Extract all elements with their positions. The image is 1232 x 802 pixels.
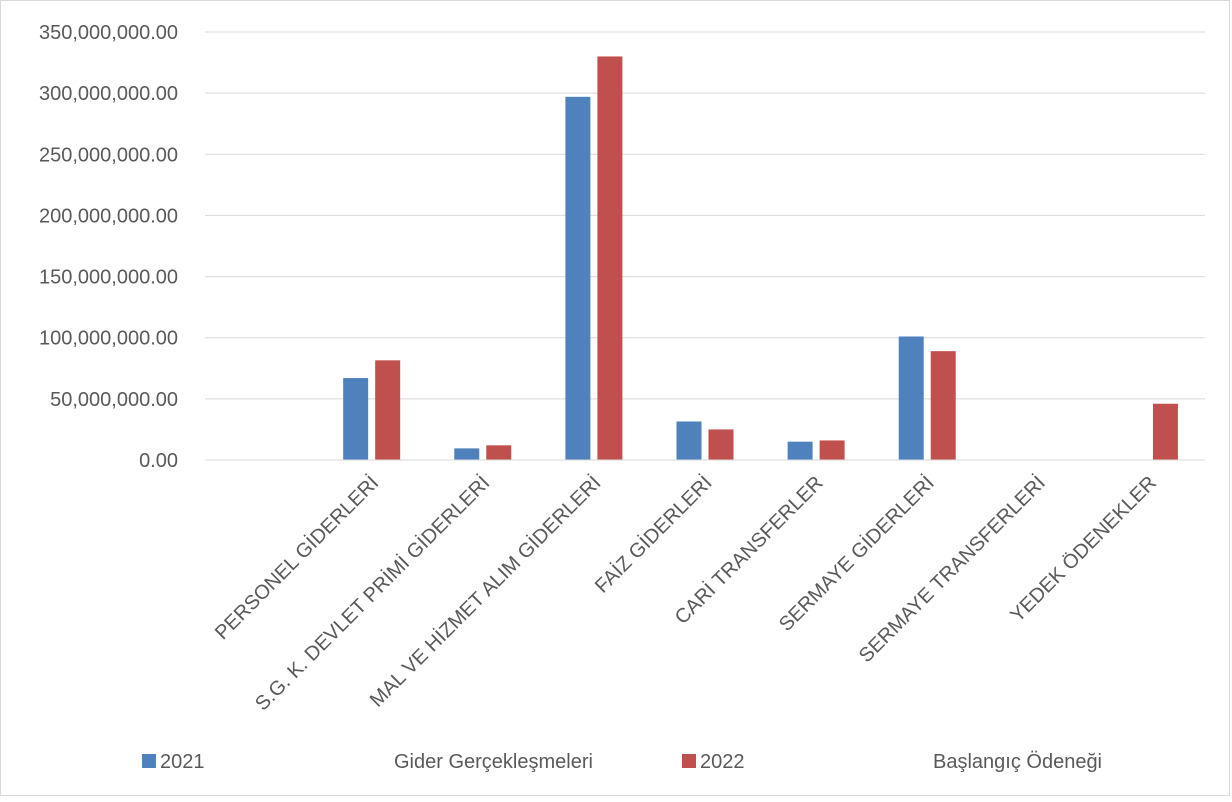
legend-swatch	[142, 754, 156, 768]
legend-label: Başlangıç Ödeneği	[933, 751, 1102, 773]
bar-2021	[676, 421, 702, 460]
bar-2022	[819, 440, 845, 460]
x-tick-label: S.G. K. DEVLET PRİMİ GİDERLERİ	[250, 471, 494, 715]
bar-2021	[898, 336, 924, 460]
y-axis-tick-labels: 0.00 50,000,000.00 100,000,000.00 150,000,0…	[39, 22, 178, 472]
legend-label: 2021	[160, 751, 205, 773]
legend-label: Gider Gerçekleşmeleri	[394, 751, 593, 773]
legend-label: 2022	[700, 751, 745, 773]
y-tick-label: 300,000,000.00	[39, 83, 178, 105]
y-tick-label: 350,000,000.00	[39, 22, 178, 44]
bar-2022	[708, 429, 734, 460]
y-tick-label: 250,000,000.00	[39, 144, 178, 166]
gridlines	[205, 31, 1205, 400]
y-tick-label: 0.00	[139, 450, 178, 472]
bar-2021	[454, 448, 480, 460]
x-tick-label: SERMAYE TRANSFERLERİ	[854, 471, 1050, 667]
bar-2021	[343, 378, 369, 460]
y-tick-label: 150,000,000.00	[39, 267, 178, 289]
bar-2022	[1152, 403, 1178, 460]
bar-2022	[930, 351, 956, 460]
bar-2022	[486, 445, 512, 460]
bar-2021	[565, 96, 591, 460]
y-tick-label: 100,000,000.00	[39, 328, 178, 350]
bar-2022	[375, 360, 401, 460]
bar-2021	[787, 441, 813, 460]
bar-2022	[597, 56, 623, 460]
legend-swatch	[682, 754, 696, 768]
x-tick-label: MAL VE HİZMET ALIM GİDERLERİ	[365, 471, 605, 711]
bars	[343, 56, 1178, 460]
x-tick-label: FAİZ GİDERLERİ	[590, 471, 716, 597]
y-tick-label: 200,000,000.00	[39, 205, 178, 227]
legend: 2021 Gider Gerçekleşmeleri 2022 Başlangıç Ö…	[142, 751, 1102, 773]
y-tick-label: 50,000,000.00	[50, 389, 178, 411]
